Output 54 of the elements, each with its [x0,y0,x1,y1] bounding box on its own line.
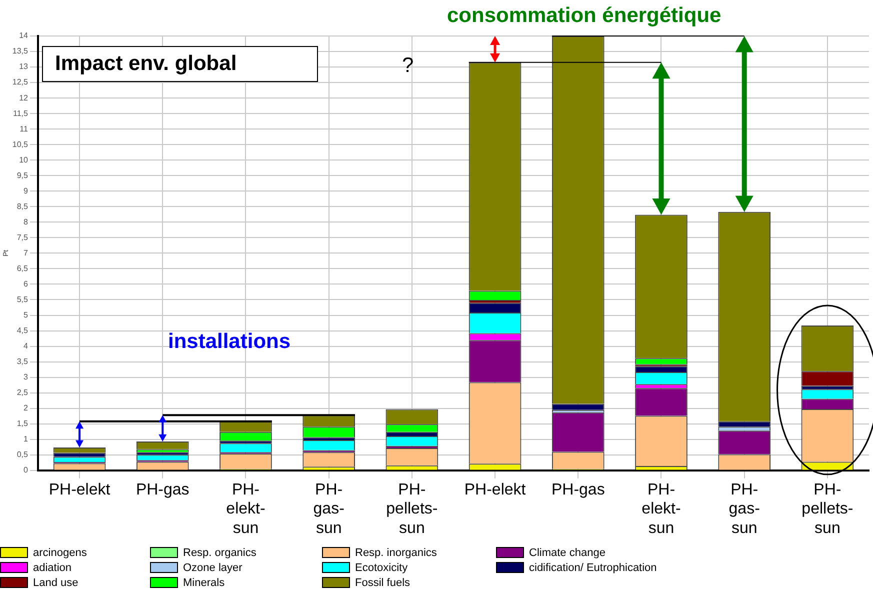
y-tick-label: 8,5 [16,202,29,211]
y-tick-label: 0 [24,466,29,475]
y-tick-label: 5 [24,310,29,320]
legend-label: Ecotoxicity [355,562,408,574]
y-tick-label: 0,5 [16,450,29,460]
y-tick-label: 2 [24,404,29,413]
legend-label: Land use [33,576,78,588]
y-tick-label: 1,5 [16,419,29,428]
legend-label: adiation [33,562,72,574]
legend-label: Resp. organics [183,546,256,558]
y-tick-label: 12 [19,93,29,102]
y-tick-label: 6 [24,279,29,288]
y-tick-label: 6,5 [16,264,29,273]
legend-label: Climate change [529,546,606,558]
y-tick-label: 2,5 [16,388,29,398]
x-tick-label: PH-pellets-sun [386,481,438,537]
y-tick-label: 8 [24,217,29,226]
y-tick-label: 1 [24,434,29,444]
legend-label: Resp. inorganics [355,546,437,558]
y-tick-label: 13 [19,62,29,72]
y-tick-label: 3,5 [16,357,29,366]
y-tick-label: 3 [24,372,29,382]
y-tick-label: 11,5 [12,108,29,118]
x-tick-label: PH-gas [136,481,190,498]
legend-label: Minerals [183,576,225,588]
x-tick-label: PH-elekt-sun [226,481,266,537]
text: consommation énergétique [447,4,722,28]
y-tick-label: 5,5 [16,294,29,304]
y-tick-label: 11 [20,124,29,134]
y-tick-label: 4 [24,341,29,350]
x-tick-label: PH-pellets-sun [802,481,854,537]
x-tick-label: PH-gas-sun [728,481,760,537]
annotation: ? [402,54,414,78]
annotation: installations [168,330,291,354]
legend-label: arcinogens [33,546,87,558]
x-tick-label: PH-elekt [464,481,526,498]
legend-label: Ozone layer [183,562,242,574]
text: Impact env. global [55,51,237,77]
y-tick-label: 7,5 [16,232,29,242]
y-tick-label: 12,5 [12,78,29,87]
y-tick-label: 9 [24,186,29,196]
legend-label: Fossil fuels [355,576,410,588]
y-tick-label: 14 [19,31,29,40]
x-tick-label: PH-elekt [48,481,111,498]
y-tick-label: 9,5 [16,170,29,180]
x-tick-label: PH-elekt-sun [642,481,681,537]
y-tick-label: 13,5 [12,46,29,56]
x-tick-label: PH-gas [551,481,605,498]
y-tick-label: 7 [24,248,29,258]
y-tick-label: 10,5 [12,140,29,149]
y-tick-label: 10 [19,155,29,164]
y-tick-label: 4,5 [16,326,29,335]
x-tick-label: PH-gas-sun [313,481,344,537]
legend-label: cidification/ Eutrophication [529,562,657,574]
